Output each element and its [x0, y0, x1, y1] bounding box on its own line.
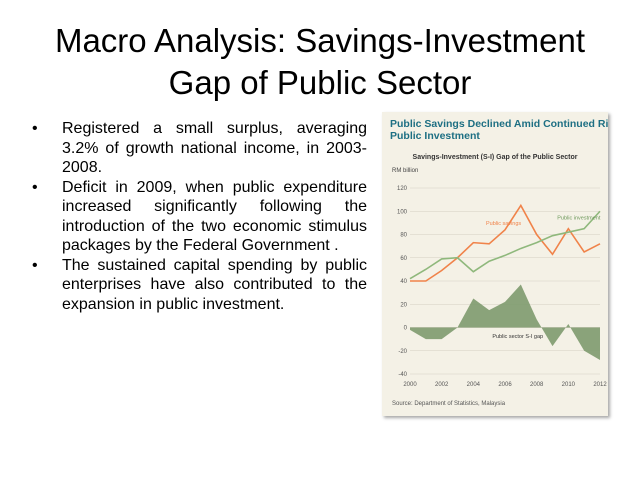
y-tick-label: 120: [397, 186, 408, 192]
y-tick-label: 60: [400, 256, 407, 262]
series-label: Public investment: [557, 215, 601, 221]
x-tick-label: 2004: [467, 382, 481, 388]
bullet-item: • The sustained capital spending by publ…: [32, 256, 367, 315]
chart-image: Public Savings Declined Amid Continued R…: [382, 112, 608, 416]
y-tick-label: 80: [400, 233, 407, 239]
gap-area: [410, 284, 600, 361]
y-tick-label: -40: [398, 372, 407, 378]
chart-card-title-line1: Public Savings Declined Amid Continued R…: [390, 118, 608, 130]
slide-title-line1: Macro Analysis: Savings-Investment: [54, 22, 586, 59]
x-tick-label: 2006: [498, 382, 512, 388]
line-chart: 120 100 80 60 40 20 0 -20 -40 2000 2002 2004 2006 200…: [397, 186, 607, 388]
chart-card-title-line2: Public Investment: [390, 130, 480, 142]
bullet-text: Deficit in 2009, when public expenditure…: [62, 178, 367, 255]
series-label: Public savings: [486, 221, 521, 227]
x-tick-label: 2000: [403, 382, 417, 388]
y-tick-label: 0: [404, 326, 408, 332]
bullet-item: • Deficit in 2009, when public expenditu…: [32, 178, 367, 256]
bullet-item: • Registered a small surplus, averaging …: [32, 119, 367, 178]
chart-subtitle: Savings-Investment (S-I) Gap of the Publ…: [412, 154, 578, 161]
chart-source: Source: Department of Statistics, Malays…: [392, 401, 506, 407]
x-tick-label: 2008: [530, 382, 544, 388]
y-tick-label: 40: [400, 279, 407, 285]
series-line: [409, 210, 601, 280]
series-line: [410, 203, 601, 282]
x-tick-label: 2010: [562, 382, 576, 388]
y-tick-label: 20: [400, 302, 407, 308]
y-tick-label: -20: [398, 349, 407, 355]
y-tick-label: 100: [397, 209, 408, 215]
bullet-symbol: •: [32, 178, 38, 196]
x-tick-label: 2002: [435, 382, 449, 388]
bullet-symbol: •: [32, 120, 38, 137]
x-tick-label: 2012: [593, 382, 607, 388]
bullet-text: The sustained capital spending by public…: [62, 256, 367, 313]
bullet-list: • Registered a small surplus, averaging …: [32, 119, 367, 314]
bullet-text: Registered a small surplus, averaging 3.…: [62, 120, 367, 176]
slide-title-line2: Gap of Public Sector: [168, 64, 472, 101]
bullet-symbol: •: [32, 256, 38, 274]
chart-card-title: Public Savings Declined Amid Continued R…: [390, 118, 608, 142]
slide-title: Macro Analysis: Savings-Investment Gap o…: [40, 20, 600, 104]
chart-y-axis-label: RM billion: [392, 168, 419, 174]
series-label: Public sector S-I gap: [492, 334, 543, 340]
